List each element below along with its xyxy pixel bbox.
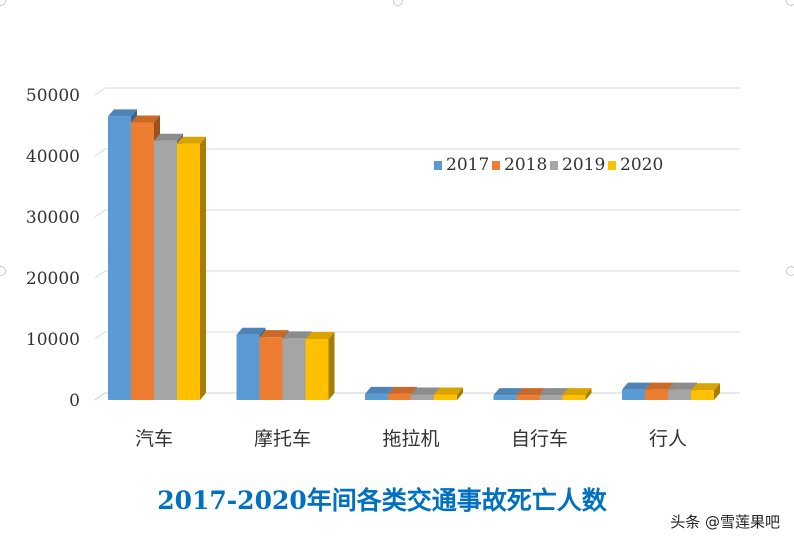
bar bbox=[562, 395, 586, 400]
bar bbox=[668, 389, 691, 400]
legend-swatch bbox=[492, 161, 500, 170]
y-tick-label: 50000 bbox=[26, 86, 80, 106]
bar-top bbox=[539, 388, 569, 396]
bar bbox=[539, 395, 563, 400]
bar bbox=[691, 390, 714, 400]
gridline-depth bbox=[94, 209, 106, 218]
frame-handle-middle-left[interactable] bbox=[0, 266, 6, 276]
bar bbox=[177, 143, 200, 401]
bar bbox=[131, 122, 154, 400]
bar-side bbox=[328, 332, 335, 400]
bar bbox=[282, 338, 306, 400]
bar bbox=[305, 339, 329, 400]
legend-label: 2019 bbox=[562, 155, 605, 175]
bar-side bbox=[457, 387, 463, 400]
bar-top bbox=[516, 388, 546, 396]
chart-title: 2017-2020年间各类交通事故死亡人数 bbox=[157, 486, 608, 515]
y-tick-label: 10000 bbox=[26, 330, 80, 350]
bar-top bbox=[691, 383, 720, 391]
gridline-depth bbox=[94, 148, 106, 157]
bar-side bbox=[714, 383, 720, 400]
frame-handle-top-left[interactable] bbox=[0, 0, 6, 6]
bar-top bbox=[622, 382, 651, 390]
bar bbox=[622, 389, 645, 400]
bar bbox=[516, 395, 540, 400]
bar-side bbox=[585, 388, 592, 400]
y-tick-label: 30000 bbox=[26, 208, 80, 228]
bar-top bbox=[668, 382, 697, 390]
bar-side bbox=[200, 136, 206, 401]
bar-top bbox=[131, 115, 160, 123]
bar-top bbox=[108, 109, 137, 117]
legend-label: 2018 bbox=[504, 155, 547, 175]
bar-top bbox=[177, 136, 206, 144]
legend-swatch bbox=[550, 161, 558, 170]
legend-swatch bbox=[608, 161, 616, 170]
gridline-depth bbox=[94, 331, 106, 340]
y-tick-label: 20000 bbox=[26, 269, 80, 289]
frame-handle-top-right[interactable] bbox=[786, 0, 794, 6]
bar-top bbox=[645, 382, 674, 390]
legend-label: 2020 bbox=[620, 155, 663, 175]
y-tick-label: 0 bbox=[69, 391, 80, 411]
x-tick-label: 行人 bbox=[649, 428, 687, 450]
x-tick-label: 摩托车 bbox=[254, 428, 311, 450]
frame-handle-middle-right[interactable] bbox=[786, 266, 794, 276]
bar-top bbox=[562, 388, 592, 396]
legend-swatch bbox=[434, 161, 442, 170]
x-tick-label: 拖拉机 bbox=[382, 428, 439, 450]
bar-top bbox=[411, 387, 440, 395]
bar bbox=[236, 334, 260, 400]
bar-top bbox=[282, 331, 312, 339]
y-tick-label: 40000 bbox=[26, 147, 80, 167]
bar bbox=[154, 140, 177, 400]
bar bbox=[411, 394, 434, 400]
bar-top bbox=[259, 330, 289, 338]
legend-label: 2017 bbox=[446, 155, 489, 175]
watermark: 头条 @雪莲果吧 bbox=[670, 513, 780, 531]
bar-top bbox=[434, 387, 463, 395]
bar bbox=[493, 395, 517, 400]
bar bbox=[434, 394, 457, 400]
x-tick-label: 自行车 bbox=[511, 428, 568, 450]
bar bbox=[259, 337, 283, 400]
bar-top bbox=[236, 327, 266, 335]
bar bbox=[108, 116, 131, 400]
bar bbox=[365, 393, 388, 400]
gridline-depth bbox=[94, 87, 106, 96]
bar-top bbox=[365, 386, 394, 394]
gridline-depth bbox=[94, 270, 106, 279]
bar-top bbox=[154, 133, 183, 141]
frame-handle-top-center[interactable] bbox=[393, 0, 403, 6]
bar-top bbox=[388, 386, 417, 394]
x-tick-label: 汽车 bbox=[135, 428, 173, 450]
bar bbox=[388, 393, 411, 400]
bar-top bbox=[305, 332, 335, 339]
bar bbox=[645, 389, 668, 400]
bar-top bbox=[493, 388, 523, 396]
